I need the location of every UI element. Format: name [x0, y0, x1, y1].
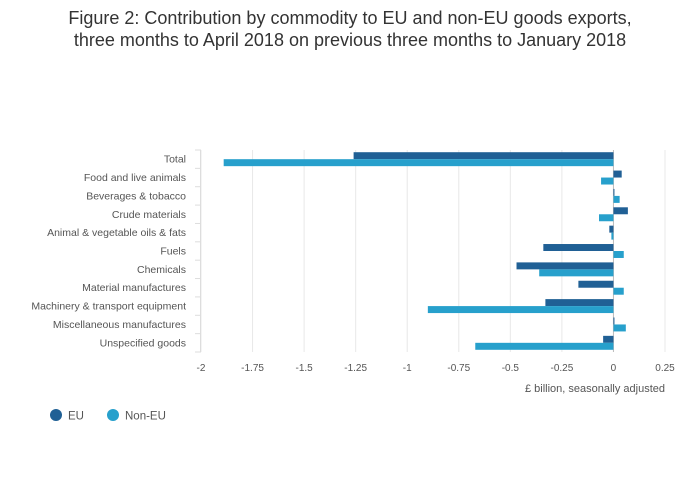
bar-eu-10[interactable] — [603, 335, 614, 343]
legend-marker-eu[interactable] — [50, 409, 62, 421]
legend[interactable]: EU Non-EU — [50, 409, 166, 423]
category-label: Chemicals — [137, 264, 186, 276]
x-tick-label: -1.25 — [344, 363, 367, 374]
x-tick-label: -2 — [197, 363, 206, 374]
legend-marker-non-eu[interactable] — [107, 409, 119, 421]
bar-eu-1[interactable] — [613, 170, 622, 178]
x-tick-label: 0.25 — [655, 363, 675, 374]
category-label: Machinery & transport equipment — [31, 301, 186, 313]
category-label: Material manufactures — [82, 282, 186, 294]
bar-eu-9[interactable] — [613, 317, 615, 325]
x-tick-label: 0 — [611, 363, 617, 374]
legend-label-non-eu[interactable]: Non-EU — [125, 411, 166, 423]
bar-non-eu-3[interactable] — [599, 214, 614, 222]
bar-eu-2[interactable] — [613, 188, 615, 196]
chart-title: Figure 2: Contribution by commodity to E… — [0, 7, 700, 51]
bar-non-eu-5[interactable] — [613, 251, 624, 258]
bar-eu-8[interactable] — [545, 299, 614, 307]
bar-non-eu-10[interactable] — [475, 342, 614, 350]
bar-non-eu-4[interactable] — [611, 232, 614, 240]
bar-eu-7[interactable] — [578, 280, 614, 288]
x-tick-label: -0.75 — [447, 363, 470, 374]
bar-non-eu-2[interactable] — [613, 195, 620, 203]
axes: -2 -1.75 -1.5 -1.25 -1 -0.75 -0.5 -0.25 0 0.25 Tot… — [31, 149, 675, 374]
gridlines — [200, 150, 666, 352]
bar-non-eu-6[interactable] — [539, 269, 614, 277]
x-tick-label: -0.5 — [502, 363, 520, 374]
bar-non-eu-8[interactable] — [427, 306, 614, 314]
legend-label-eu[interactable]: EU — [68, 411, 84, 423]
category-label: Unspecified goods — [100, 337, 186, 349]
category-label: Fuels — [160, 246, 186, 258]
bar-eu-3[interactable] — [613, 207, 628, 215]
x-tick-label: -1.5 — [295, 363, 313, 374]
bar-non-eu-9[interactable] — [613, 324, 626, 332]
category-label: Beverages & tobacco — [86, 190, 186, 202]
x-axis-title: £ billion, seasonally adjusted — [525, 383, 665, 395]
category-label: Total — [164, 154, 186, 166]
bar-non-eu-1[interactable] — [601, 177, 614, 185]
category-label: Animal & vegetable oils & fats — [47, 227, 186, 239]
bar-non-eu-7[interactable] — [613, 287, 624, 295]
bar-eu-5[interactable] — [543, 244, 614, 251]
category-label: Miscellaneous manufactures — [53, 319, 186, 331]
chart-title-line-1: Figure 2: Contribution by commodity to E… — [68, 8, 632, 28]
bar-eu-0[interactable] — [353, 152, 614, 160]
bar-eu-6[interactable] — [516, 262, 614, 270]
x-tick-label: -1 — [403, 363, 412, 374]
x-tick-label: -0.25 — [550, 363, 573, 374]
x-tick-label: -1.75 — [241, 363, 264, 374]
bars — [223, 152, 628, 350]
category-label: Crude materials — [112, 209, 186, 221]
chart-title-line-2: three months to April 2018 on previous t… — [73, 30, 627, 50]
bar-eu-4[interactable] — [609, 225, 614, 233]
category-label: Food and live animals — [84, 172, 186, 184]
bar-non-eu-0[interactable] — [223, 159, 614, 167]
